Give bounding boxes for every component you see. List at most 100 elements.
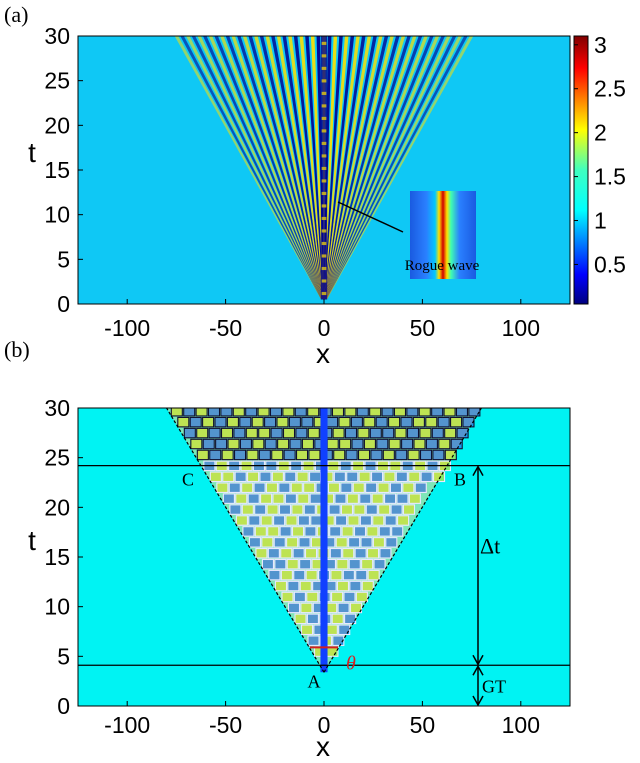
wedge-cell (457, 428, 468, 437)
wedge-cell (235, 450, 246, 459)
wedge-cell (392, 527, 403, 536)
wedge-cell (280, 527, 291, 536)
wedge-cell (374, 559, 385, 568)
wedge-cell (451, 417, 462, 426)
point-label-b: B (454, 470, 466, 490)
wedge-cell (248, 494, 259, 503)
wedge-cell (337, 581, 348, 590)
wedge-cell (285, 494, 296, 503)
wedge-cell (352, 439, 363, 448)
wedge-cell (278, 439, 289, 448)
heatmap-center-peak (322, 292, 327, 295)
heatmap-center-peak (322, 192, 327, 195)
wedge-cell (299, 538, 310, 547)
wedge-cell (277, 417, 288, 426)
wedge-cell (240, 439, 251, 448)
x-tick-label: -50 (209, 315, 242, 341)
wedge-cell (359, 450, 370, 459)
wedge-cell (402, 439, 413, 448)
wedge-cell (272, 450, 283, 459)
panel-a-ylabel: t (28, 137, 36, 168)
wedge-cell (246, 428, 257, 437)
wedge-cell (178, 417, 189, 426)
wedge-cell (341, 483, 352, 492)
wedge-cell (297, 472, 308, 481)
wedge-cell (338, 603, 349, 612)
wedge-cell (368, 549, 379, 558)
wedge-cell (302, 439, 313, 448)
heatmap-center-peak (322, 229, 327, 232)
wedge-cell (361, 538, 372, 547)
point-label-c: C (182, 470, 194, 490)
wedge-cell (385, 516, 396, 525)
wedge-cell (302, 417, 313, 426)
wedge-cell (439, 439, 450, 448)
wedge-cell (249, 538, 260, 547)
wedge-cell (421, 450, 432, 459)
wedge-cell (274, 538, 285, 547)
wedge-cell (295, 614, 306, 623)
wedge-cell (385, 494, 396, 503)
wedge-cell (297, 450, 308, 459)
wedge-cell (344, 592, 355, 601)
wedge-cell (398, 516, 409, 525)
wedge-cell (191, 439, 202, 448)
theta-label: θ (346, 652, 356, 674)
wedge-cell (373, 516, 384, 525)
wedge-cell (372, 472, 383, 481)
heatmap-center-peak (322, 92, 327, 95)
wedge-cell (267, 505, 278, 514)
wedge-cell (281, 549, 292, 558)
wedge-center-column (320, 408, 327, 672)
wedge-cell (390, 483, 401, 492)
panel-a: (a) Rogue wave -100 -50 0 50 100051015202530… (4, 2, 626, 369)
wedge-cell (373, 538, 384, 547)
wedge-cell (408, 450, 419, 459)
wedge-cell (401, 417, 412, 426)
wedge-cell (413, 417, 424, 426)
wedge-cell (354, 505, 365, 514)
wedge-cell (307, 614, 318, 623)
point-label-a: A (308, 671, 321, 691)
wedge-cell (197, 428, 208, 437)
wedge-cell (343, 549, 354, 558)
wedge-cell (349, 559, 360, 568)
wedge-cell (287, 538, 298, 547)
y-tick-label: 20 (44, 494, 70, 520)
panel-b-ylabel: t (28, 525, 36, 556)
heatmap-center-peak (322, 129, 327, 132)
heatmap-center-peak (322, 242, 327, 245)
wedge-cell (247, 450, 258, 459)
panel-b: (b) A B Cθ Δt GT -100 -50 0 50 100 0 5 10 15 20 25 30 x… (4, 337, 570, 762)
wedge-cell (348, 516, 359, 525)
wedge-cell (310, 472, 321, 481)
heatmap-center-peak (322, 217, 327, 220)
wedge-cell (353, 483, 364, 492)
delta-t-label: Δt (480, 533, 500, 558)
wedge-cell (215, 417, 226, 426)
wedge-cell (284, 450, 295, 459)
heatmap-center-peak (322, 142, 327, 145)
wedge-cell (255, 505, 266, 514)
y-tick-label: 0 (57, 693, 70, 719)
heatmap-center-peak (322, 54, 327, 57)
heatmap-center-peak (322, 179, 327, 182)
wedge-cell (265, 417, 276, 426)
wedge-cell (339, 625, 350, 634)
wedge-cell (389, 439, 400, 448)
wedge-cell (261, 494, 272, 503)
wedge-cell (379, 505, 390, 514)
wedge-cell (370, 428, 381, 437)
wedge-cell (350, 581, 361, 590)
wedge-cell (210, 472, 221, 481)
wedge-cell (420, 428, 431, 437)
wedge-cell (445, 428, 456, 437)
gt-label: GT (482, 677, 506, 697)
wedge-cell (216, 439, 227, 448)
wedge-cell (368, 570, 379, 579)
wedge-cell (289, 417, 300, 426)
wedge-cell (259, 428, 270, 437)
wedge-cell (252, 417, 263, 426)
wedge-cell (302, 625, 313, 634)
